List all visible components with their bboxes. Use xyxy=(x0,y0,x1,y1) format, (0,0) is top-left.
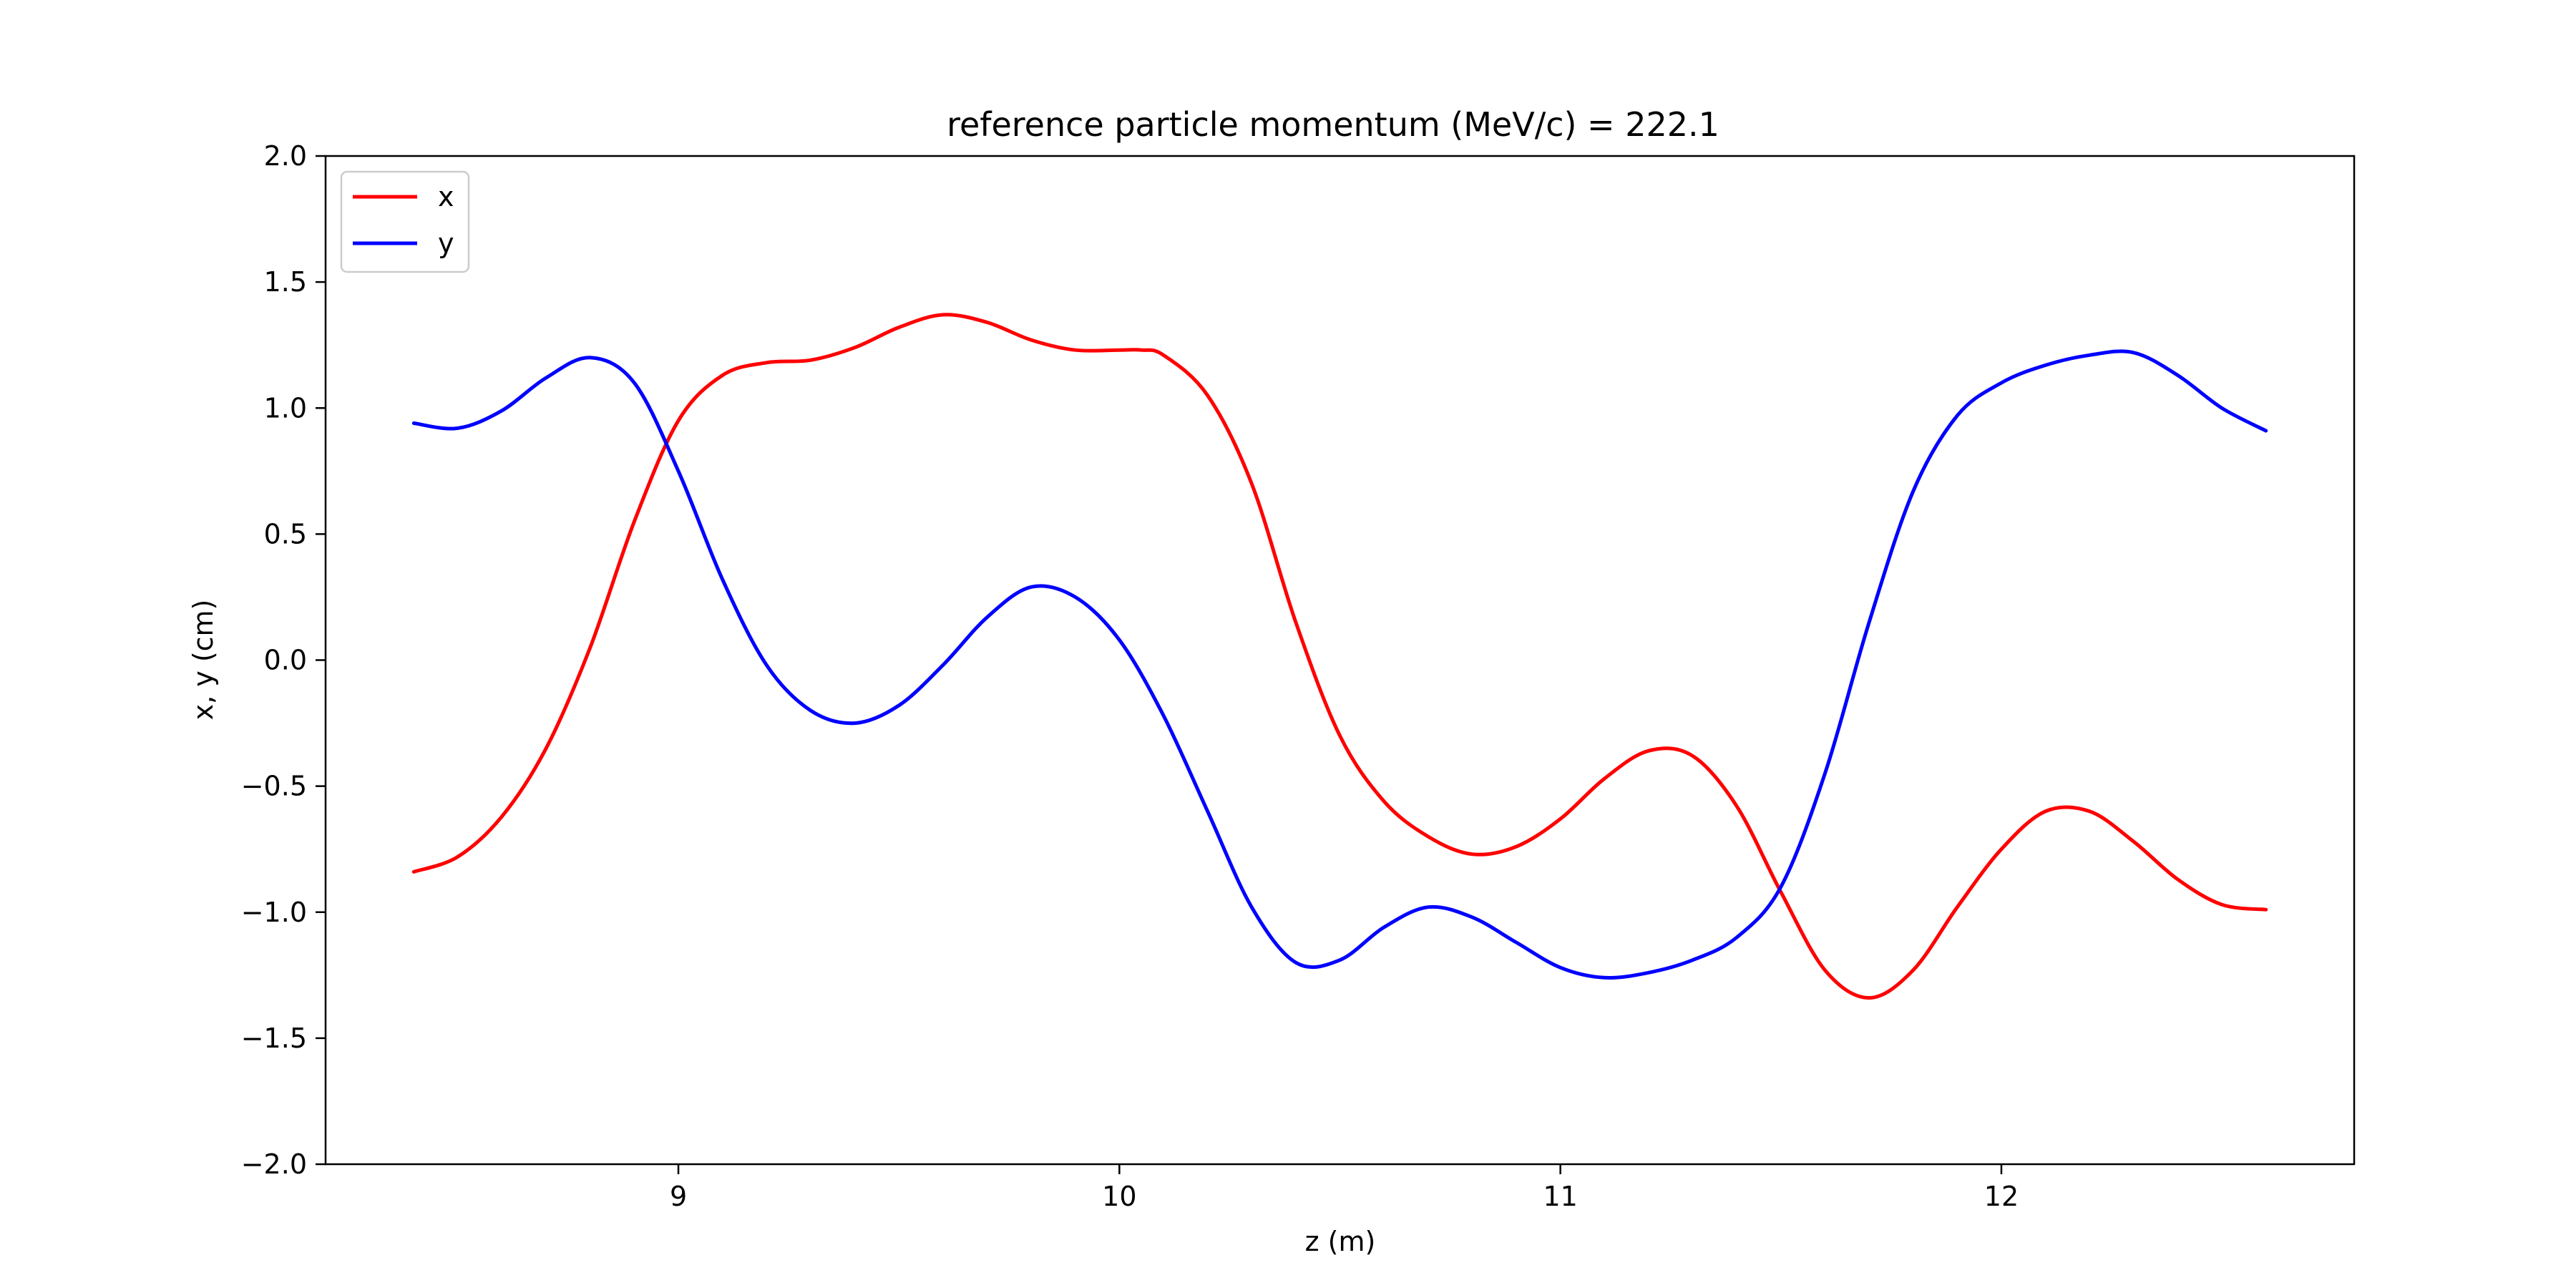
chart-title: reference particle momentum (MeV/c) = 22… xyxy=(947,105,1719,144)
x-tick-label: 10 xyxy=(1102,1181,1136,1212)
y-tick-label: 0.5 xyxy=(264,518,307,550)
y-axis-label: x, y (cm) xyxy=(187,600,219,721)
series-line-x xyxy=(411,313,2268,1000)
series-group xyxy=(411,313,2268,1000)
y-tick-label: −1.0 xyxy=(241,897,307,928)
y-tick-label: −1.5 xyxy=(241,1023,307,1054)
y-tick-label: 1.0 xyxy=(264,392,307,424)
y-axis: −2.0 −1.5 −1.0 −0.5 0.0 0.5 1.0 1.5 2.0 xyxy=(241,140,326,1180)
plot-area xyxy=(324,155,2356,1166)
x-tick-label: 12 xyxy=(1984,1181,2019,1212)
y-tick-label: 0.0 xyxy=(264,645,307,676)
x-tick-label: 9 xyxy=(670,1181,687,1212)
x-tick-label: 11 xyxy=(1543,1181,1577,1212)
x-axis-label: z (m) xyxy=(1305,1226,1376,1257)
y-tick-label: −2.0 xyxy=(241,1148,307,1180)
y-tick-label: 2.0 xyxy=(264,140,307,172)
y-tick-label: −0.5 xyxy=(241,771,307,802)
legend-label-y: y xyxy=(438,228,454,259)
series-line-y xyxy=(411,349,2268,980)
axes-frame xyxy=(324,155,2356,1166)
legend: x y xyxy=(340,170,470,273)
x-axis: 9 10 11 12 xyxy=(670,1164,2019,1212)
y-tick-label: 1.5 xyxy=(264,266,307,298)
legend-label-x: x xyxy=(438,181,454,213)
